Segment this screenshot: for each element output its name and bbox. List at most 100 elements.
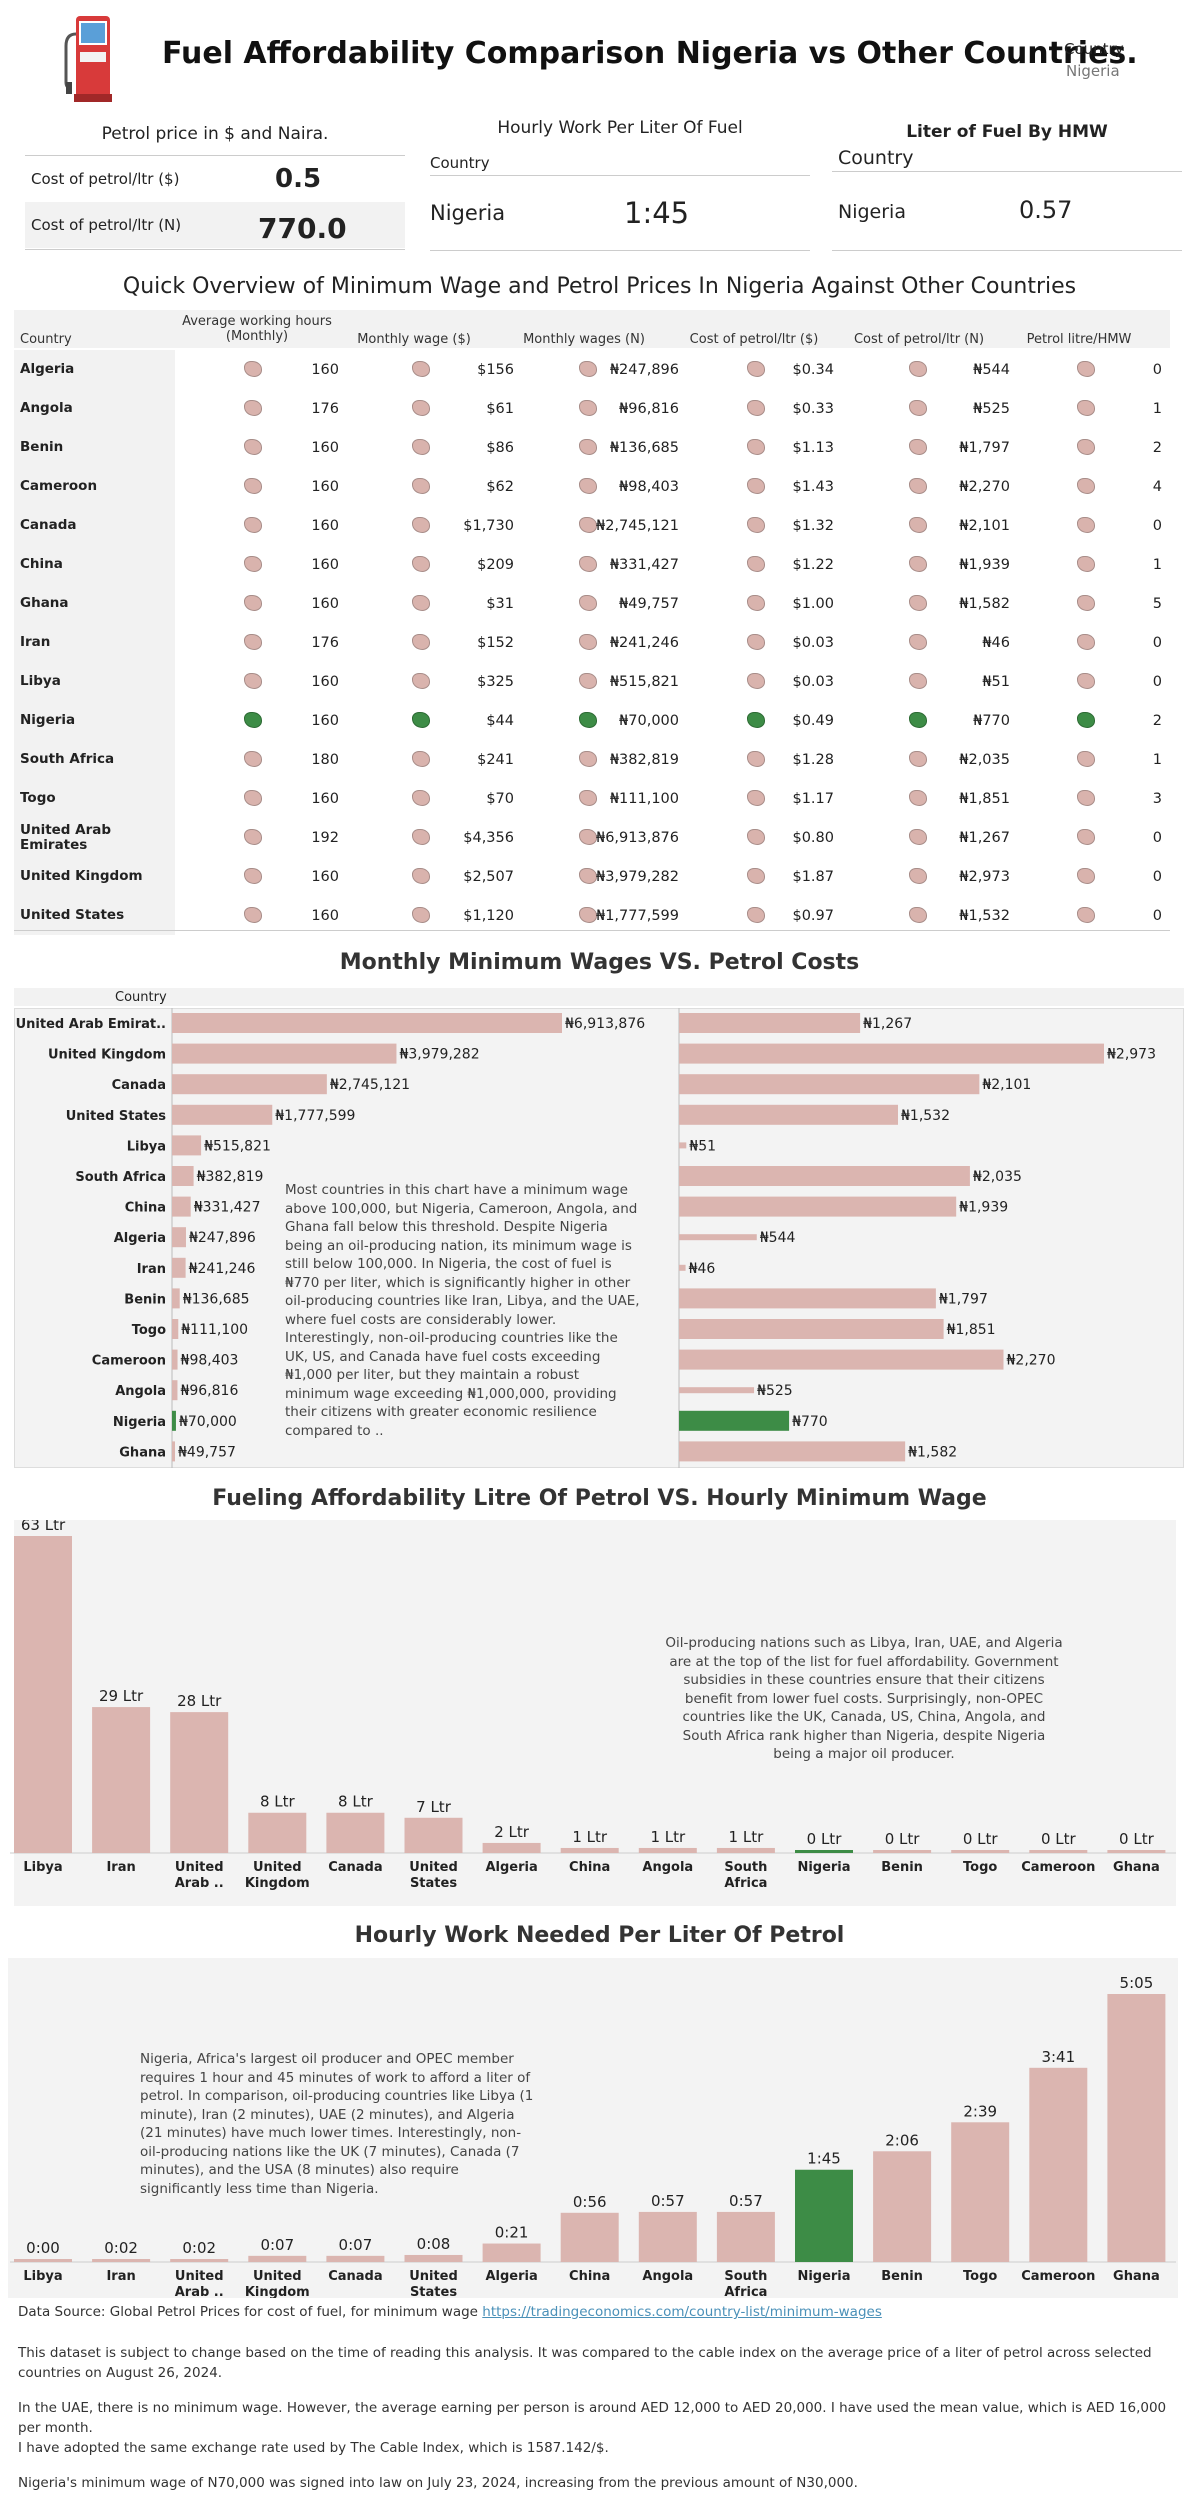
wage-bar	[172, 1104, 273, 1125]
bar	[795, 2169, 853, 2262]
country-map-icon	[747, 868, 765, 884]
country-map-icon	[579, 517, 597, 533]
kpi-hourly-work-value: 1:45	[624, 196, 690, 230]
table-cell-wage-ngn: ₦247,896	[609, 361, 679, 378]
axis-label-country: China	[569, 2269, 610, 2284]
table-cell-petrol-usd: $0.97	[792, 907, 834, 924]
wage-bar	[172, 1013, 562, 1033]
header-petrol-usd: Cost of petrol/ltr ($)	[689, 332, 819, 347]
country-map-icon	[579, 634, 597, 650]
country-map-icon	[1077, 361, 1095, 377]
bar-value-label: 28 Ltr	[177, 1692, 222, 1710]
bar-value-label: 0 Ltr	[1041, 1830, 1077, 1848]
country-map-icon	[244, 517, 262, 533]
country-map-icon	[244, 439, 262, 455]
axis-label-country: Ghana	[1113, 1860, 1160, 1875]
country-map-icon	[1077, 400, 1095, 416]
bar-value-label: 0:56	[573, 2193, 607, 2211]
country-map-icon	[747, 829, 765, 845]
table-cell-petrol-ngn: ₦770	[973, 712, 1010, 729]
axis-label-country: Canada	[112, 1078, 166, 1093]
table-cell-litre-hmw: 5	[1152, 595, 1162, 612]
table-cell-petrol-ngn: ₦1,267	[959, 829, 1010, 846]
bar	[873, 1850, 932, 1853]
bar-value-label: 1 Ltr	[650, 1828, 686, 1846]
wage-bar	[172, 1135, 202, 1156]
axis-label-country: Canada	[328, 1860, 382, 1875]
petrol-bar-label: ₦51	[689, 1138, 716, 1154]
axis-label-country: Kingdom	[245, 2285, 310, 2298]
axis-label-country: Iran	[106, 1860, 135, 1875]
bar	[326, 1812, 385, 1853]
table-cell-petrol-usd: $0.34	[792, 361, 834, 378]
table-cell-petrol-usd: $1.28	[792, 751, 834, 768]
country-map-icon	[1077, 790, 1095, 806]
table-cell-hours: 160	[311, 673, 339, 690]
wage-bar	[172, 1257, 186, 1278]
wage-bar-label: ₦3,979,282	[399, 1047, 479, 1063]
bar-value-label: 0:08	[417, 2235, 451, 2253]
wage-bar	[172, 1043, 397, 1064]
table-cell-country: Iran	[14, 623, 175, 662]
country-map-icon	[1077, 634, 1095, 650]
country-map-icon	[244, 829, 262, 845]
axis-label-country: United	[409, 2269, 458, 2284]
bar-value-label: 0 Ltr	[963, 1830, 999, 1848]
country-map-icon	[1077, 595, 1095, 611]
axis-label-country: Cameroon	[92, 1354, 166, 1369]
wage-bar-label: ₦111,100	[181, 1322, 248, 1338]
axis-label-country: Benin	[881, 2269, 923, 2284]
bar-value-label: 1 Ltr	[572, 1828, 608, 1846]
bar-value-label: 1 Ltr	[729, 1828, 765, 1846]
country-map-icon	[909, 673, 927, 689]
petrol-bar	[679, 1166, 970, 1186]
bar-value-label: 3:41	[1041, 2048, 1075, 2066]
wage-bar-label: ₦382,819	[197, 1169, 264, 1185]
country-map-icon	[412, 868, 430, 884]
axis-label-country: Libya	[23, 1860, 62, 1875]
table-cell-hours: 192	[311, 829, 339, 846]
petrol-bar	[679, 1319, 944, 1339]
table-row: Cameroon 160 $62 ₦98,403 $1.43 ₦2,270 4	[14, 467, 1170, 506]
hourly-work-title: Hourly Work Needed Per Liter Of Petrol	[354, 1923, 845, 1948]
bar	[14, 1536, 72, 1853]
bar	[638, 1847, 697, 1853]
bar	[1107, 1994, 1166, 2262]
axis-label-country: United Arab Emirat..	[16, 1017, 166, 1032]
footer-note-2: In the UAE, there is no minimum wage. Ho…	[18, 2400, 1167, 2436]
country-map-icon	[579, 478, 597, 494]
table-cell-litre-hmw: 1	[1152, 751, 1162, 768]
country-map-icon	[909, 868, 927, 884]
wage-bar	[172, 1319, 179, 1339]
table-cell-litre-hmw: 0	[1152, 361, 1162, 378]
petrol-bar	[679, 1013, 861, 1033]
table-cell-wage-usd: $62	[486, 478, 514, 495]
country-filter-value[interactable]: Nigeria	[1066, 62, 1120, 80]
bar	[1029, 1850, 1088, 1853]
header-wage-usd: Monthly wage ($)	[357, 332, 471, 347]
table-cell-hours: 160	[311, 790, 339, 807]
bar-value-label: 1:45	[807, 2150, 841, 2168]
kpi-hourly-work-col-label: Country	[430, 154, 490, 172]
petrol-bar	[679, 1441, 906, 1462]
bar	[716, 1847, 775, 1853]
table-cell-country: Ghana	[14, 584, 175, 623]
table-cell-petrol-usd: $0.03	[792, 673, 834, 690]
kpi-row-usd-value: 0.5	[275, 164, 322, 194]
axis-label-country: United	[175, 2269, 224, 2284]
petrol-bar-label: ₦1,582	[908, 1444, 957, 1460]
footer-source-link[interactable]: https://tradingeconomics.com/country-lis…	[482, 2304, 882, 2320]
wage-bar-label: ₦515,821	[204, 1138, 271, 1154]
country-map-icon	[579, 712, 597, 728]
axis-label-country: Iran	[137, 1262, 166, 1277]
country-map-icon	[747, 478, 765, 494]
country-map-icon	[747, 556, 765, 572]
table-cell-hours: 180	[311, 751, 339, 768]
table-cell-country: Algeria	[14, 350, 175, 389]
table-row: China 160 $209 ₦331,427 $1.22 ₦1,939 1	[14, 545, 1170, 584]
table-cell-petrol-ngn: ₦2,270	[959, 478, 1010, 495]
table-cell-hours: 160	[311, 439, 339, 456]
table-row: Libya 160 $325 ₦515,821 $0.03 ₦51 0	[14, 662, 1170, 701]
country-map-icon	[1077, 751, 1095, 767]
